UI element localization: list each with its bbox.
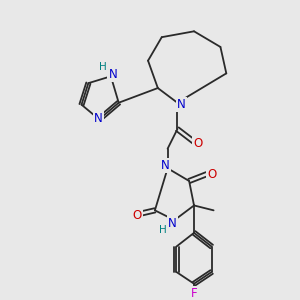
Text: O: O <box>193 137 203 150</box>
Text: N: N <box>161 159 170 172</box>
Text: N: N <box>177 98 186 111</box>
Text: N: N <box>108 68 117 81</box>
Text: N: N <box>94 112 103 125</box>
Text: F: F <box>191 287 197 300</box>
Text: O: O <box>133 209 142 222</box>
Text: H: H <box>159 225 167 235</box>
Text: O: O <box>207 168 216 181</box>
Text: N: N <box>168 217 177 230</box>
Text: H: H <box>99 61 107 71</box>
